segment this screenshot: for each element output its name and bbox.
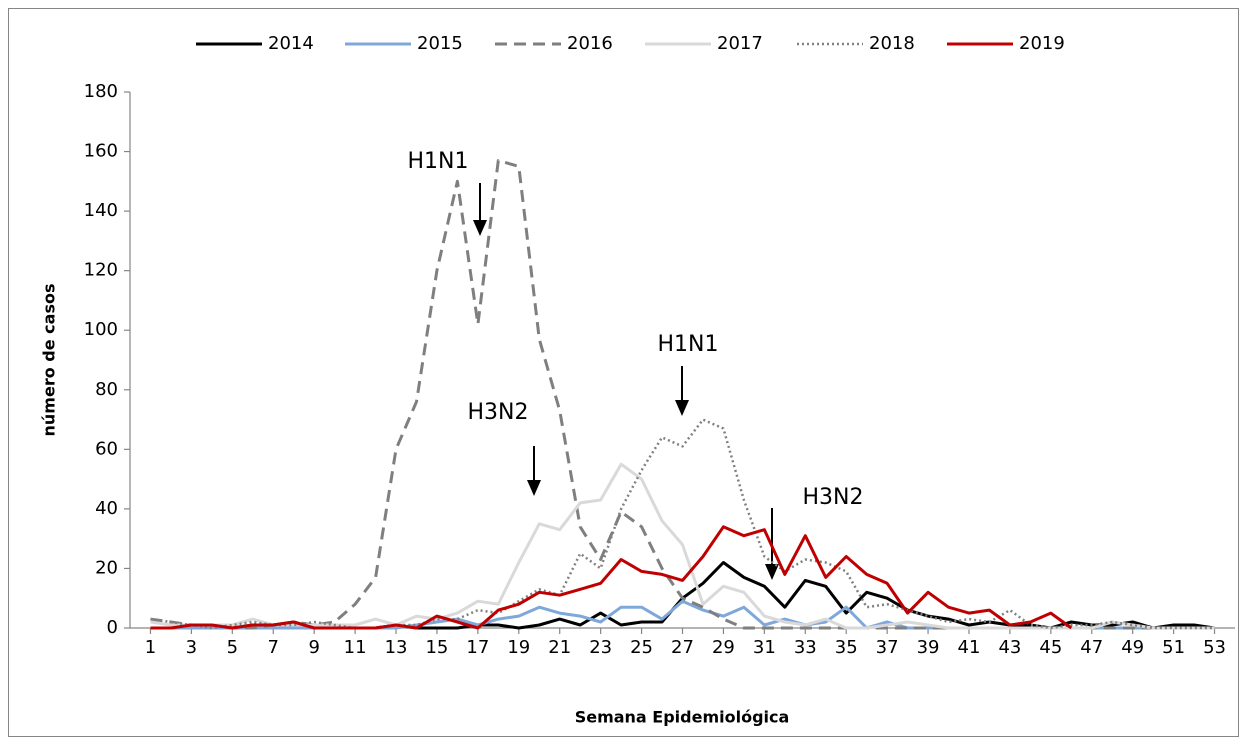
x-tick-label: 9 bbox=[308, 637, 319, 658]
y-tick-label: 140 bbox=[84, 200, 118, 221]
x-tick-label: 5 bbox=[227, 637, 238, 658]
x-tick-label: 21 bbox=[548, 637, 571, 658]
annotation: H1N1 bbox=[658, 332, 719, 357]
x-tick-label: 29 bbox=[712, 637, 735, 658]
arrow-head bbox=[527, 480, 541, 496]
x-tick-label: 3 bbox=[186, 637, 197, 658]
x-tick-label: 7 bbox=[268, 637, 279, 658]
x-tick-label: 45 bbox=[1039, 637, 1062, 658]
y-tick-label: 80 bbox=[95, 379, 118, 400]
y-tick-label: 180 bbox=[84, 81, 118, 102]
x-tick-label: 43 bbox=[998, 637, 1021, 658]
chart-frame bbox=[8, 8, 1239, 737]
y-tick-label: 60 bbox=[95, 438, 118, 459]
legend-label: 2014 bbox=[268, 33, 314, 54]
x-tick-label: 19 bbox=[507, 637, 530, 658]
x-axis-label: Semana Epidemiológica bbox=[575, 708, 790, 727]
x-tick-label: 25 bbox=[630, 637, 653, 658]
annotation: H3N2 bbox=[468, 400, 529, 425]
annotation: H1N1 bbox=[408, 149, 469, 174]
y-tick-label: 40 bbox=[95, 498, 118, 519]
arrow-head bbox=[675, 400, 689, 416]
x-tick-label: 49 bbox=[1121, 637, 1144, 658]
x-tick-label: 23 bbox=[589, 637, 612, 658]
series-line bbox=[150, 462, 1215, 630]
x-tick-label: 13 bbox=[385, 637, 408, 658]
x-tick-label: 15 bbox=[425, 637, 448, 658]
series-line bbox=[150, 418, 1215, 630]
x-tick-label: 33 bbox=[794, 637, 817, 658]
y-tick-label: 0 bbox=[107, 617, 118, 638]
legend-label: 2019 bbox=[1019, 33, 1065, 54]
x-tick-label: 17 bbox=[466, 637, 489, 658]
legend-label: 2015 bbox=[417, 33, 463, 54]
arrow-head bbox=[765, 564, 779, 580]
annotation-arrows bbox=[473, 183, 779, 580]
x-tick-label: 1 bbox=[145, 637, 156, 658]
legend-label: 2018 bbox=[869, 33, 915, 54]
y-tick-label: 100 bbox=[84, 319, 118, 340]
x-tick-label: 37 bbox=[876, 637, 899, 658]
x-tick-label: 53 bbox=[1203, 637, 1226, 658]
y-tick-label: 20 bbox=[95, 557, 118, 578]
annotation: H3N2 bbox=[803, 485, 864, 510]
x-tick-label: 47 bbox=[1080, 637, 1103, 658]
x-tick-label: 27 bbox=[671, 637, 694, 658]
y-tick-label: 160 bbox=[84, 141, 118, 162]
x-tick-label: 11 bbox=[344, 637, 367, 658]
legend-label: 2016 bbox=[567, 33, 613, 54]
legend-label: 2017 bbox=[717, 33, 763, 54]
x-tick-label: 35 bbox=[835, 637, 858, 658]
y-tick-label: 120 bbox=[84, 260, 118, 281]
y-axis-label: número de casos bbox=[40, 284, 59, 437]
arrow-head bbox=[473, 220, 487, 236]
x-tick-label: 39 bbox=[917, 637, 940, 658]
x-tick-label: 51 bbox=[1162, 637, 1185, 658]
x-tick-label: 31 bbox=[753, 637, 776, 658]
series-line bbox=[150, 525, 1073, 630]
x-tick-label: 41 bbox=[958, 637, 981, 658]
